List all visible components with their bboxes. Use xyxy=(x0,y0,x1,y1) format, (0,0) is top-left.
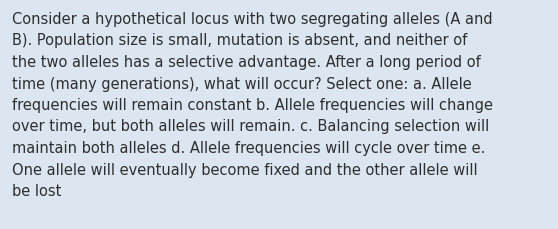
Text: One allele will eventually become fixed and the other allele will: One allele will eventually become fixed … xyxy=(12,162,478,177)
Text: Consider a hypothetical locus with two segregating alleles (A and: Consider a hypothetical locus with two s… xyxy=(12,12,493,27)
Text: time (many generations), what will occur? Select one: a. Allele: time (many generations), what will occur… xyxy=(12,76,472,91)
Text: be lost: be lost xyxy=(12,183,61,198)
Text: over time, but both alleles will remain. c. Balancing selection will: over time, but both alleles will remain.… xyxy=(12,119,489,134)
Text: B). Population size is small, mutation is absent, and neither of: B). Population size is small, mutation i… xyxy=(12,33,467,48)
Text: the two alleles has a selective advantage. After a long period of: the two alleles has a selective advantag… xyxy=(12,55,481,70)
Text: frequencies will remain constant b. Allele frequencies will change: frequencies will remain constant b. Alle… xyxy=(12,98,493,112)
Text: maintain both alleles d. Allele frequencies will cycle over time e.: maintain both alleles d. Allele frequenc… xyxy=(12,140,485,155)
